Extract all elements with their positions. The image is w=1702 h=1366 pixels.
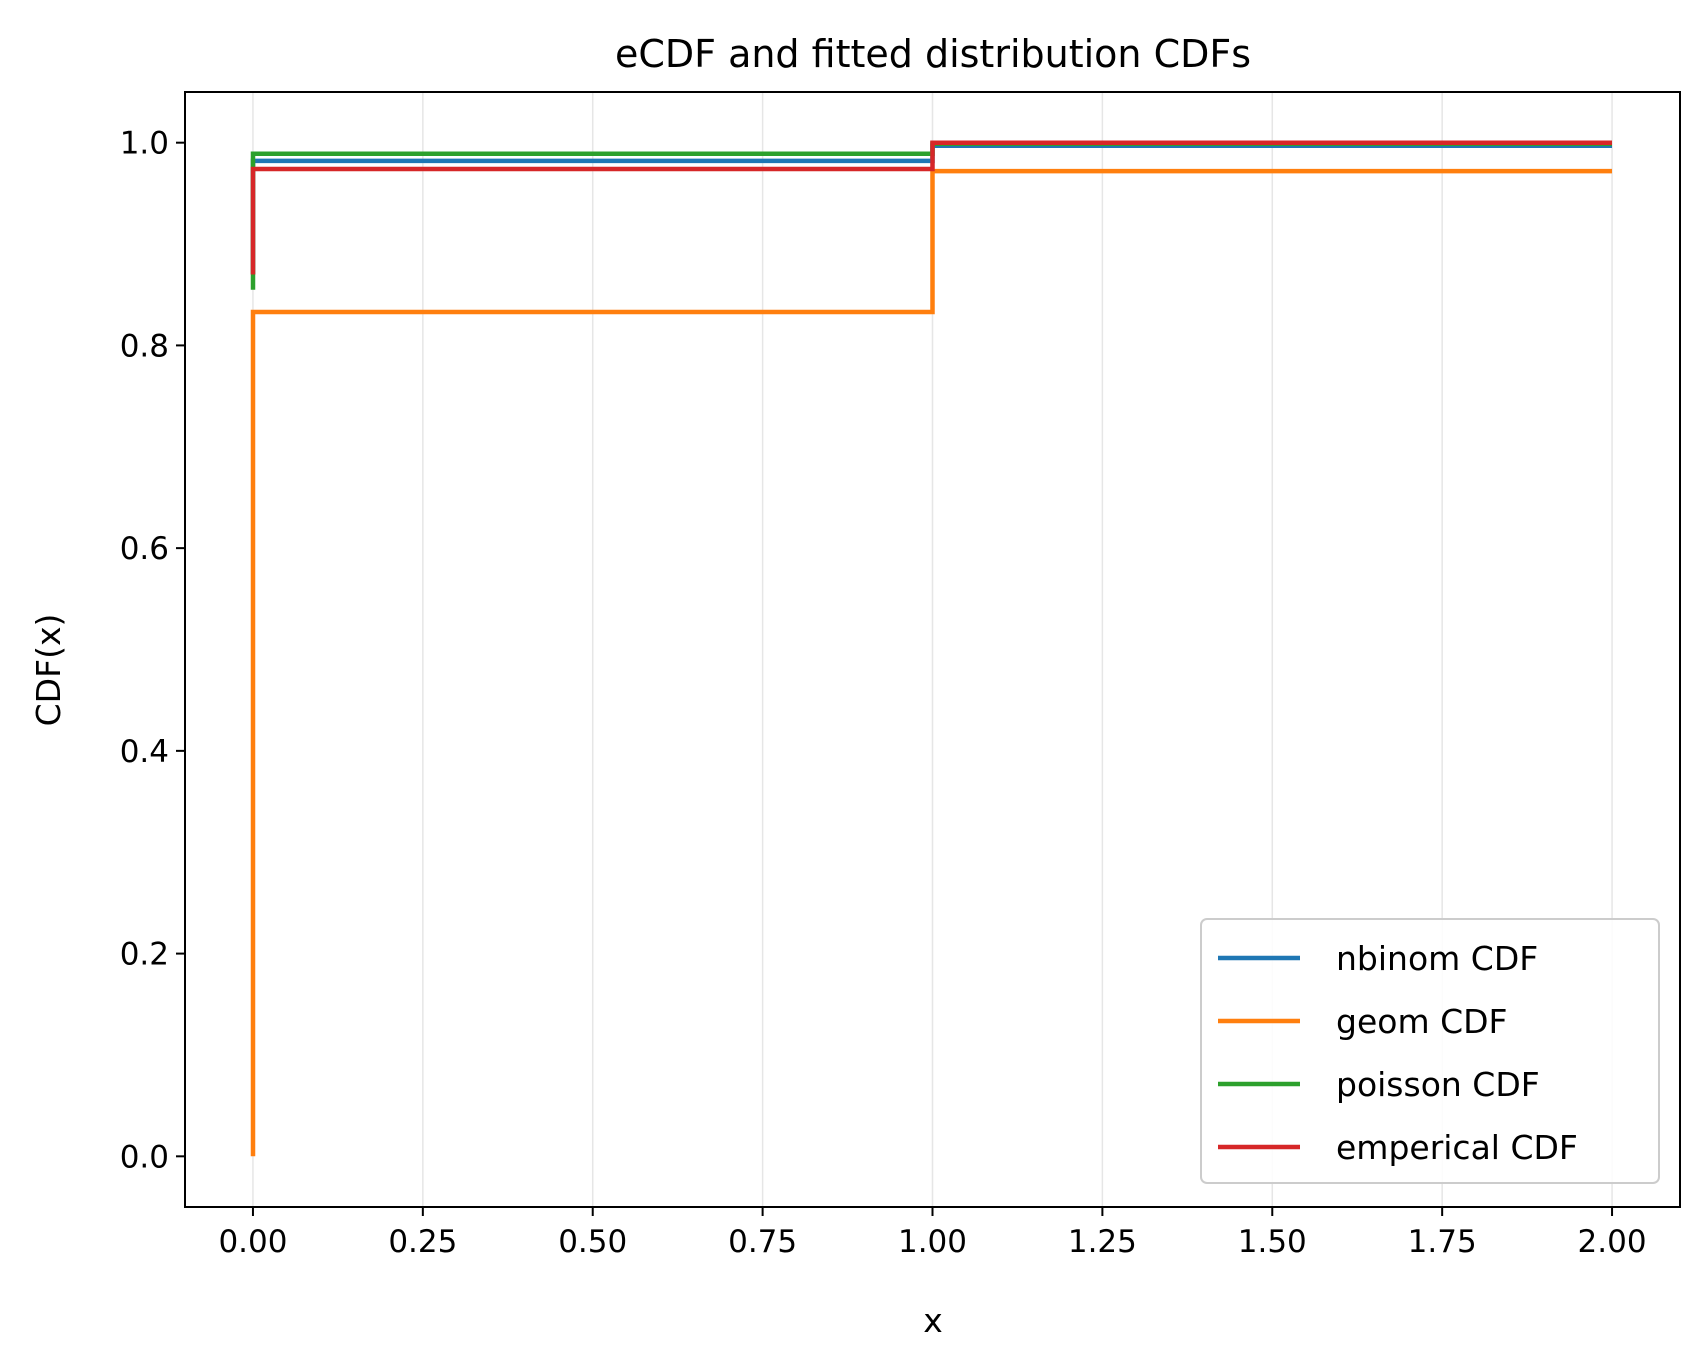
legend: nbinom CDF geom CDF poisson CDF emperical C… (1200, 918, 1660, 1184)
y-tick-label-2: 0.4 (120, 734, 169, 770)
legend-box (1200, 918, 1660, 1184)
legend-items: nbinom CDF geom CDF poisson CDF emperical C… (1218, 939, 1578, 1167)
legend-label-0: nbinom CDF (1336, 939, 1538, 978)
series-lines (250, 140, 1612, 1157)
legend-label-3: emperical CDF (1336, 1128, 1578, 1167)
x-tick-label-2: 0.50 (558, 1224, 627, 1260)
legend-label-2: poisson CDF (1336, 1065, 1540, 1104)
x-axis-label: x (923, 1301, 943, 1340)
series-line-geom-cdf (250, 168, 1612, 1157)
x-tick-label-8: 2.00 (1578, 1224, 1647, 1260)
x-tick-label-1: 0.25 (388, 1224, 457, 1260)
y-tick-label-4: 0.8 (120, 328, 169, 364)
series-line-emperical-cdf (250, 140, 1612, 275)
y-tick-label-0: 0.0 (120, 1139, 169, 1175)
y-tick-label-1: 0.2 (120, 937, 169, 973)
x-tick-label-3: 0.75 (728, 1224, 797, 1260)
x-tick-label-7: 1.75 (1408, 1224, 1477, 1260)
y-axis-label: CDF(x) (29, 614, 68, 727)
x-tick-label-0: 0.00 (218, 1224, 287, 1260)
x-tick-label-4: 1.00 (898, 1224, 967, 1260)
x-axis-ticks: 0.00 0.25 0.50 0.75 1.00 1.25 1.50 1.75 2.00 (218, 1207, 1647, 1260)
y-tick-label-3: 0.6 (120, 531, 169, 567)
y-tick-label-5: 1.0 (120, 126, 169, 162)
legend-label-1: geom CDF (1336, 1002, 1508, 1041)
y-axis-ticks: 0.0 0.2 0.4 0.6 0.8 1.0 (120, 126, 185, 1175)
x-tick-label-6: 1.50 (1238, 1224, 1307, 1260)
chart-title: eCDF and fitted distribution CDFs (615, 32, 1251, 76)
x-tick-label-5: 1.25 (1068, 1224, 1137, 1260)
